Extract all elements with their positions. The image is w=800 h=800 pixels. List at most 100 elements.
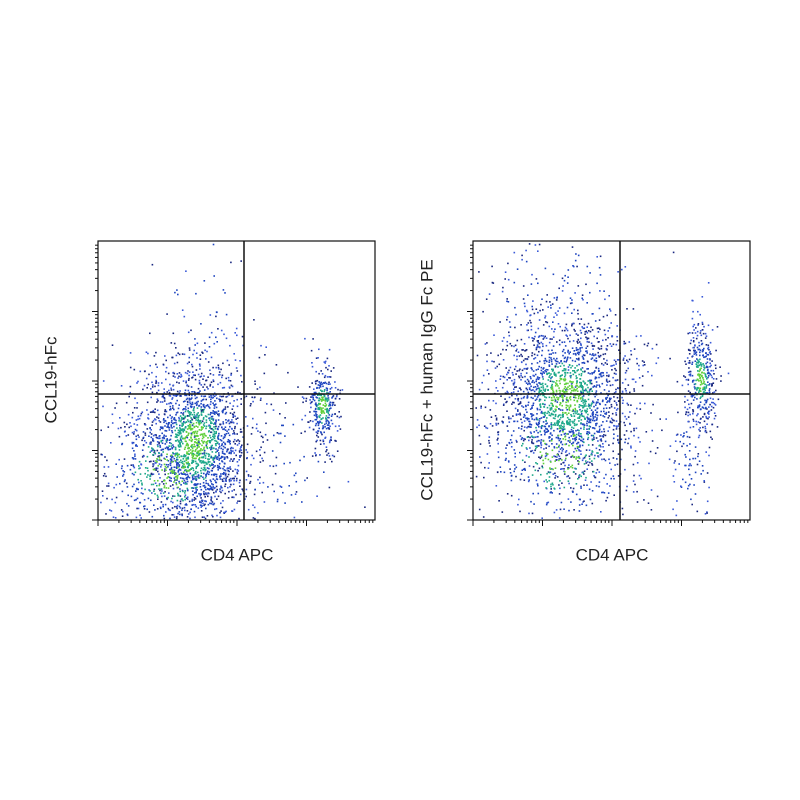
event-dot (239, 455, 241, 457)
event-dot (609, 462, 611, 464)
event-dot (205, 445, 208, 448)
event-dot (604, 440, 607, 443)
event-dot (600, 424, 603, 427)
event-dot (540, 444, 543, 446)
event-dot (203, 446, 205, 449)
event-dot (159, 477, 161, 479)
event-dot (320, 431, 322, 433)
event-dot (478, 388, 481, 391)
event-dot (160, 464, 163, 466)
event-dot (583, 426, 585, 428)
event-dot (700, 367, 702, 370)
event-dot (120, 385, 123, 387)
event-dot (521, 469, 524, 471)
event-dot (203, 422, 206, 424)
event-dot (328, 441, 331, 444)
event-dot (256, 388, 259, 390)
event-dot (627, 384, 630, 386)
event-dot (565, 454, 567, 457)
event-dot (188, 377, 190, 380)
event-dot (197, 475, 200, 477)
event-dot (168, 479, 171, 482)
event-dot (596, 337, 598, 340)
event-dot (565, 401, 567, 404)
event-dot (176, 427, 178, 429)
event-dot (211, 412, 213, 414)
event-dot (517, 409, 519, 411)
event-dot (131, 416, 134, 419)
event-dot (225, 400, 228, 403)
event-dot (624, 372, 627, 374)
event-dot (583, 441, 585, 444)
event-dot (598, 348, 601, 350)
event-dot (527, 380, 530, 382)
event-dot (317, 384, 320, 386)
event-dot (178, 473, 181, 475)
event-dot (555, 373, 557, 376)
event-dot (239, 485, 241, 487)
event-dot (553, 330, 555, 333)
event-dot (530, 321, 532, 324)
event-dot (329, 388, 332, 390)
event-dot (488, 462, 490, 464)
event-dot (168, 394, 171, 397)
event-dot (530, 325, 533, 328)
event-dot (278, 432, 280, 435)
event-dot (554, 394, 557, 396)
event-dot (194, 344, 196, 346)
event-dot (587, 436, 590, 439)
event-dot (203, 490, 205, 493)
event-dot (528, 387, 531, 389)
event-dot (199, 354, 202, 356)
event-dot (536, 362, 539, 364)
event-dot (190, 468, 192, 470)
event-dot (589, 415, 592, 418)
event-dot (270, 403, 273, 406)
event-dot (180, 439, 182, 441)
event-dot (334, 439, 336, 442)
event-dot (574, 467, 577, 470)
event-dot (550, 386, 552, 389)
event-dot (170, 466, 173, 469)
event-dot (584, 399, 586, 401)
event-dot (190, 421, 193, 424)
event-dot (233, 452, 235, 454)
event-dot (557, 423, 559, 425)
event-dot (178, 464, 181, 466)
event-dot (580, 433, 582, 435)
event-dot (552, 410, 555, 412)
event-dot (584, 403, 587, 405)
event-dot (506, 425, 509, 427)
event-dot (131, 457, 134, 459)
event-dot (143, 455, 145, 457)
event-dot (615, 425, 618, 427)
event-dot (163, 418, 165, 420)
event-dot (553, 374, 556, 376)
event-dot (210, 394, 212, 397)
event-dot (552, 394, 555, 397)
event-dot (504, 398, 506, 400)
event-dot (510, 434, 513, 437)
event-dot (213, 407, 216, 409)
event-dot (596, 411, 599, 413)
event-dot (289, 461, 291, 464)
event-dot (544, 357, 547, 360)
event-dot (247, 508, 250, 511)
event-dot (217, 410, 220, 412)
event-dot (522, 390, 525, 393)
event-dot (157, 496, 159, 498)
event-dot (319, 389, 322, 392)
event-dot (121, 443, 123, 446)
event-dot (162, 419, 165, 421)
event-dot (148, 460, 151, 463)
event-dot (220, 502, 222, 505)
event-dot (149, 451, 151, 453)
event-dot (232, 470, 234, 472)
event-dot (311, 365, 314, 368)
event-dot (173, 408, 175, 411)
event-dot (563, 392, 566, 394)
event-dot (219, 400, 221, 403)
event-dot (176, 373, 179, 375)
event-dot (250, 433, 253, 435)
event-dot (615, 412, 617, 414)
